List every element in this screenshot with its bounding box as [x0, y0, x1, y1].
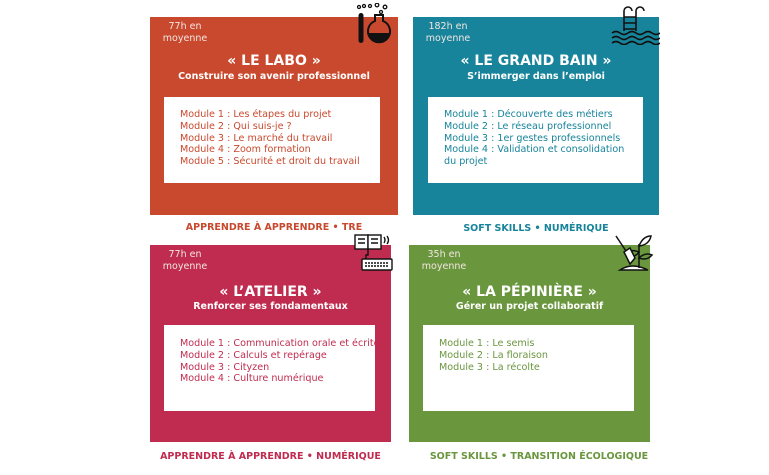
module-item: Module 2 : Qui suis-je ?	[180, 120, 292, 132]
module-item: Module 1 : Le semis	[439, 338, 535, 349]
swimming-pool-ladder-icon	[611, 6, 660, 45]
card-title: « LE GRAND BAIN »	[460, 53, 612, 69]
module-item: Module 3 : La récolte	[439, 361, 540, 373]
card-title: « L’ATELIER »	[219, 284, 322, 300]
module-list: Module 1 : Les étapes du projet Module 2…	[164, 97, 380, 183]
module-list: Module 1 : Communication orale et écrite…	[164, 325, 380, 411]
card-title: « LE LABO »	[227, 53, 321, 69]
card-le-grand-bain: 182h en moyenne « LE GRAND BAIN » S’imme…	[413, 17, 659, 215]
card-la-pepiniere: 35h en moyenne « LA PÉPINIÈRE » Gérer un…	[409, 245, 650, 442]
card-footer-tags: SOFT SKILLS • TRANSITION ÉCOLOGIQUE	[429, 451, 649, 462]
card-title: « LA PÉPINIÈRE »	[462, 284, 597, 300]
plant-shovel-icon	[615, 235, 654, 271]
module-list: Module 1 : Le semis Module 2 : La florai…	[423, 325, 634, 411]
module-item: Module 3 : Le marché du travail	[180, 132, 333, 144]
card-subtitle: Renforcer ses fondamentaux	[193, 301, 348, 312]
module-item: Module 1 : Communication orale et écrite	[180, 338, 380, 349]
card-footer-tags: APPRENDRE À APPRENDRE • TRE	[185, 222, 363, 233]
card-le-labo: 77h en moyenne « LE LABO » Construire so…	[150, 17, 398, 215]
card-footer-tags: SOFT SKILLS • NUMÉRIQUE	[463, 223, 609, 234]
card-subtitle: Gérer un projet collaboratif	[455, 301, 604, 312]
chemistry-flask-icon	[357, 3, 391, 44]
card-hours: 77h en moyenne	[162, 21, 208, 44]
module-item: Module 1 : Les étapes du projet	[180, 109, 332, 120]
module-item: Module 2 : La floraison	[439, 349, 548, 361]
card-footer-tags: APPRENDRE À APPRENDRE • NUMÉRIQUE	[160, 451, 381, 462]
module-item: Module 3 : 1er gestes professionnels	[444, 132, 621, 144]
card-hours: 182h en moyenne	[425, 21, 471, 44]
card-hours: 77h en moyenne	[162, 249, 208, 272]
module-item: Module 2 : Calculs et repérage	[180, 349, 327, 361]
card-subtitle: Construire son avenir professionnel	[178, 71, 370, 82]
module-item: Module 1 : Découverte des métiers	[444, 109, 613, 120]
module-item: Module 4 : Zoom formation	[180, 144, 311, 156]
module-item: Module 4 : Validation et consolidation d…	[444, 144, 625, 168]
module-item: Module 4 : Culture numérique	[180, 373, 324, 385]
module-item: Module 3 : Cityzen	[180, 361, 270, 373]
card-subtitle: S’immerger dans l’emploi	[467, 71, 605, 82]
card-l-atelier: 77h en moyenne « L’ATELIER » Renforcer s…	[150, 245, 391, 442]
module-item: Module 5 : Sécurité et droit du travail	[180, 156, 360, 168]
module-item: Module 2 : Le réseau professionnel	[444, 120, 612, 132]
module-list: Module 1 : Découverte des métiers Module…	[428, 97, 643, 183]
book-keyboard-icon	[354, 234, 393, 271]
card-hours: 35h en moyenne	[421, 249, 467, 272]
